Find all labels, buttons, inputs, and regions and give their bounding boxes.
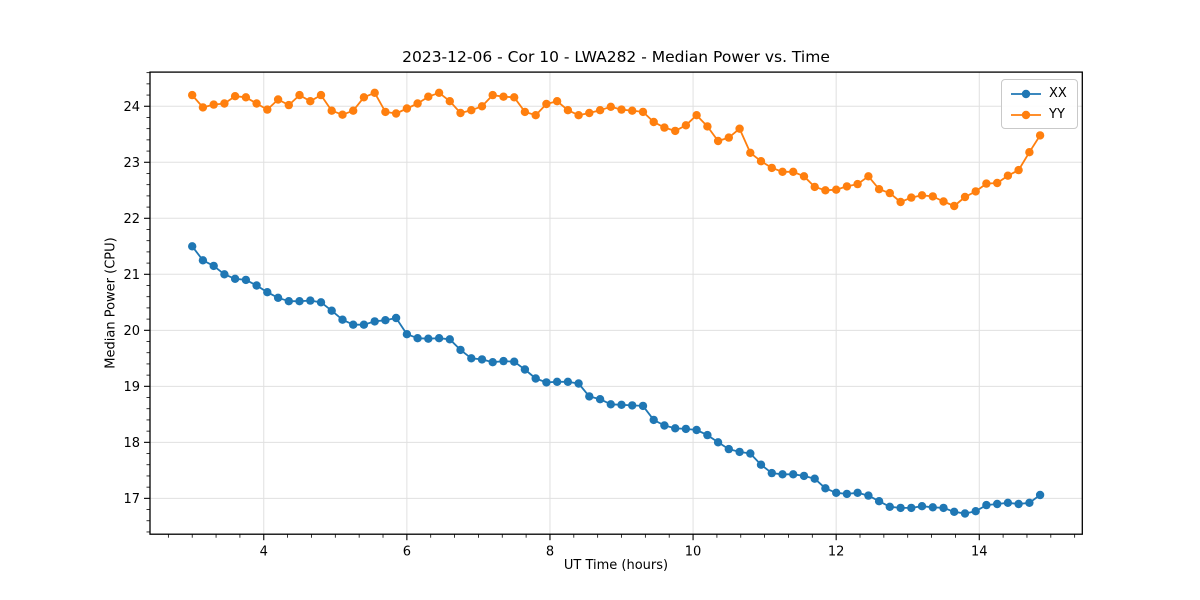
x-axis-label: UT Time (hours) xyxy=(563,558,669,573)
legend: XX YY xyxy=(1001,79,1078,129)
svg-text:10: 10 xyxy=(685,545,702,560)
svg-text:18: 18 xyxy=(123,436,140,451)
svg-text:24: 24 xyxy=(123,100,140,115)
svg-text:14: 14 xyxy=(971,545,988,560)
svg-text:19: 19 xyxy=(123,380,140,395)
legend-line-yy-icon xyxy=(1011,110,1041,119)
svg-text:20: 20 xyxy=(123,324,140,339)
legend-line-xx-icon xyxy=(1011,89,1041,98)
svg-text:22: 22 xyxy=(123,212,140,227)
legend-label-xx: XX xyxy=(1049,86,1067,101)
legend-sample-marker-yy xyxy=(1021,110,1031,119)
svg-text:12: 12 xyxy=(828,545,845,560)
svg-text:23: 23 xyxy=(123,156,140,171)
svg-text:6: 6 xyxy=(403,545,411,560)
legend-entry-xx: XX xyxy=(1010,85,1067,102)
legend-sample-marker-xx xyxy=(1021,89,1031,98)
legend-entry-yy: YY xyxy=(1010,106,1067,123)
svg-text:8: 8 xyxy=(546,545,554,560)
svg-text:17: 17 xyxy=(123,492,140,507)
chart-title: 2023-12-06 - Cor 10 - LWA282 - Median Po… xyxy=(402,48,830,66)
svg-text:21: 21 xyxy=(123,268,140,283)
legend-label-yy: YY xyxy=(1049,107,1065,122)
svg-text:4: 4 xyxy=(260,545,268,560)
